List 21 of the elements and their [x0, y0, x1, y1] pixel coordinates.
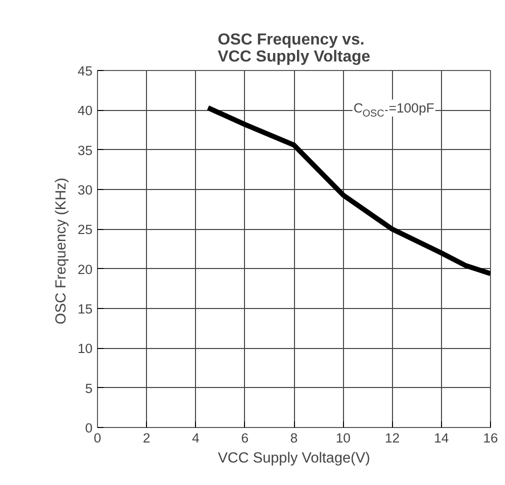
- x-axis-title: VCC Supply Voltage(V): [218, 450, 370, 466]
- x-tick-label: 4: [192, 430, 200, 446]
- x-tick-label: 16: [483, 430, 498, 446]
- y-tick-label: 35: [78, 142, 93, 158]
- x-tick-label: 12: [384, 430, 400, 446]
- x-tick-label: 2: [142, 430, 150, 446]
- y-tick-label: 5: [85, 380, 93, 396]
- y-axis-title: OSC Frequency (KHz): [54, 178, 70, 324]
- y-tick-label: 15: [78, 302, 93, 316]
- x-tick-label: 8: [290, 430, 298, 446]
- x-tick-label: 14: [434, 430, 450, 446]
- x-tick-label: 10: [336, 430, 351, 446]
- y-tick-label: 45: [78, 64, 93, 78]
- y-tick-label: 25: [78, 222, 93, 238]
- x-tick-label: 6: [241, 430, 249, 446]
- chart-title: OSC Frequency vs. VCC Supply Voltage: [218, 32, 370, 66]
- y-tick-label: 10: [78, 341, 93, 356]
- y-tick-label: 40: [78, 103, 93, 118]
- y-tick-label: 30: [78, 182, 93, 198]
- y-tick-label: 20: [78, 262, 93, 277]
- y-tick-label: 0: [85, 420, 93, 436]
